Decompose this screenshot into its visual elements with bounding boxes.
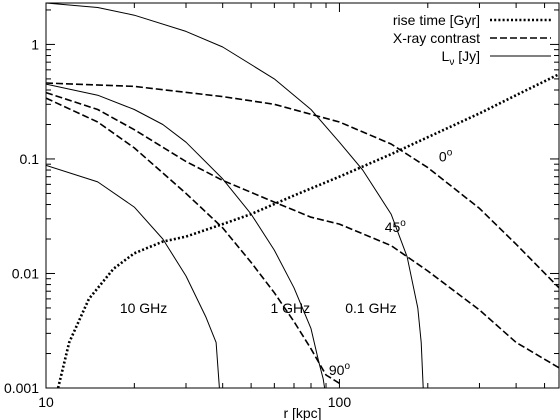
legend-label: rise time [Gyr]	[393, 12, 480, 28]
y-tick-label: 0.01	[12, 265, 39, 281]
y-tick-label: 0.001	[4, 380, 39, 396]
legend: rise time [Gyr] X-ray contrast Lν [Jy]	[393, 12, 551, 68]
x-tick-label: 10	[38, 394, 54, 410]
series-0-1-ghz	[46, 3, 424, 388]
tick-labels: 10 100 0.001 0.01 0.1 1	[4, 36, 351, 410]
annotation-label: 0.1 GHz	[345, 300, 396, 316]
annotation-label: 1 GHz	[270, 300, 310, 316]
annotation-label: 90o	[329, 361, 351, 378]
y-tick-label: 1	[31, 36, 39, 52]
series-45	[46, 91, 559, 369]
series-rise-time-gyr	[56, 73, 559, 388]
y-tick-label: 0.1	[20, 151, 40, 167]
annotation-label: 45o	[385, 218, 407, 235]
legend-label: Lν [Jy]	[442, 48, 480, 68]
annotations: 0o 45o 90o 10 GHz 1 GHz 0.1 GHz	[120, 148, 453, 378]
x-axis-label: r [kpc]	[283, 405, 321, 420]
series-layer	[46, 3, 559, 388]
annotation-label: 0o	[439, 148, 453, 165]
series-1-ghz	[46, 83, 326, 388]
legend-label: X-ray contrast	[393, 30, 480, 46]
series-10-ghz	[46, 164, 220, 388]
x-tick-label: 100	[328, 394, 352, 410]
plot-frame	[45, 2, 560, 389]
series-90	[46, 97, 340, 384]
series-0	[46, 82, 559, 289]
axis-ticks	[45, 3, 559, 389]
annotation-label: 10 GHz	[120, 300, 167, 316]
